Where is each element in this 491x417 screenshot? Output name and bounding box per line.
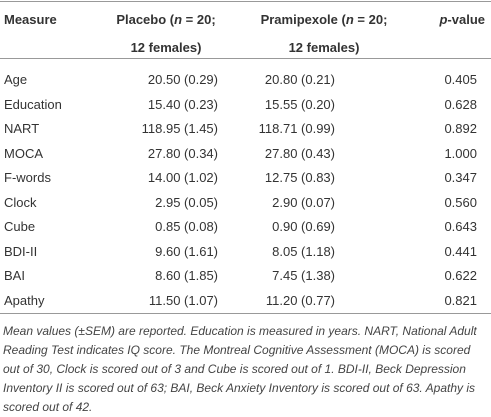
row-label: NART: [4, 121, 40, 136]
row-label: Clock: [4, 194, 37, 210]
table-cell: 1.000: [444, 145, 477, 161]
table-cell: 27.80 (0.34): [147, 145, 218, 161]
header-text: -value: [447, 12, 485, 27]
table-cell: 0.90 (0.69): [272, 219, 335, 234]
header-text: Measure: [4, 12, 57, 27]
row-label: Apathy: [4, 292, 45, 308]
top-rule: [0, 1, 491, 2]
table-note: Mean values (±SEM) are reported. Educati…: [3, 324, 477, 414]
table-cell: 14.00 (1.02): [147, 170, 218, 185]
header-text: 12 females): [288, 40, 360, 55]
table-cell: 11.50 (1.07): [148, 292, 218, 308]
table-cell: 2.95 (0.05): [155, 194, 218, 210]
table-cell: 0.560: [444, 194, 477, 210]
row-label: Education: [4, 96, 62, 112]
table-cell: 11.20 (0.77): [265, 292, 335, 308]
table-cell: 12.75 (0.83): [264, 170, 335, 185]
table-cell: 20.80 (0.21): [264, 72, 335, 87]
table-cell: 27.80 (0.43): [264, 145, 335, 161]
header-text: = 20;: [182, 12, 216, 27]
table-cell: 0.622: [444, 268, 477, 283]
header-text: = 20;: [353, 12, 388, 27]
header-text: n: [345, 12, 354, 27]
header-cell: Pramipexole (n = 20; 12 females): [244, 6, 404, 62]
table-cell: 0.628: [444, 96, 477, 112]
header-text: 12 females): [130, 40, 202, 55]
header-text: p: [439, 12, 448, 27]
table-cell: 0.347: [444, 170, 477, 185]
table-cell: 0.441: [444, 243, 477, 259]
header-rule: [0, 58, 491, 59]
table-cell: 0.892: [444, 121, 477, 136]
table-cell: 118.95 (1.45): [141, 121, 218, 136]
row-label: Cube: [4, 219, 36, 234]
row-label: F-words: [4, 170, 51, 185]
table-cell: 20.50 (0.29): [147, 72, 218, 87]
table-cell: 0.85 (0.08): [155, 219, 218, 234]
header-text: Pramipexole (: [260, 12, 346, 27]
bottom-rule: [0, 313, 491, 314]
table-cell: 0.405: [444, 72, 477, 87]
table-cell: 9.60 (1.61): [155, 243, 218, 259]
table-cell: 2.90 (0.07): [272, 194, 335, 210]
header-cell: p-value: [380, 6, 485, 34]
table-cell: 15.55 (0.20): [264, 96, 335, 112]
row-label: BAI: [4, 268, 25, 283]
table-cell: 8.60 (1.85): [155, 268, 218, 283]
header-cell: Measure: [4, 6, 104, 34]
row-label: Age: [4, 72, 28, 87]
table-cell: 0.821: [444, 292, 477, 308]
row-label: BDI-II: [4, 243, 38, 259]
row-label: MOCA: [4, 145, 43, 161]
header-cell: Placebo (n = 20; 12 females): [110, 6, 222, 62]
table-cell: 8.05 (1.18): [272, 243, 335, 259]
table-cell: 0.643: [444, 219, 477, 234]
table-cell: 7.45 (1.38): [272, 268, 335, 283]
table-cell: 15.40 (0.23): [147, 96, 218, 112]
header-text: Placebo (: [116, 12, 175, 27]
header-text: n: [174, 12, 183, 27]
table-cell: 118.71 (0.99): [258, 121, 335, 136]
